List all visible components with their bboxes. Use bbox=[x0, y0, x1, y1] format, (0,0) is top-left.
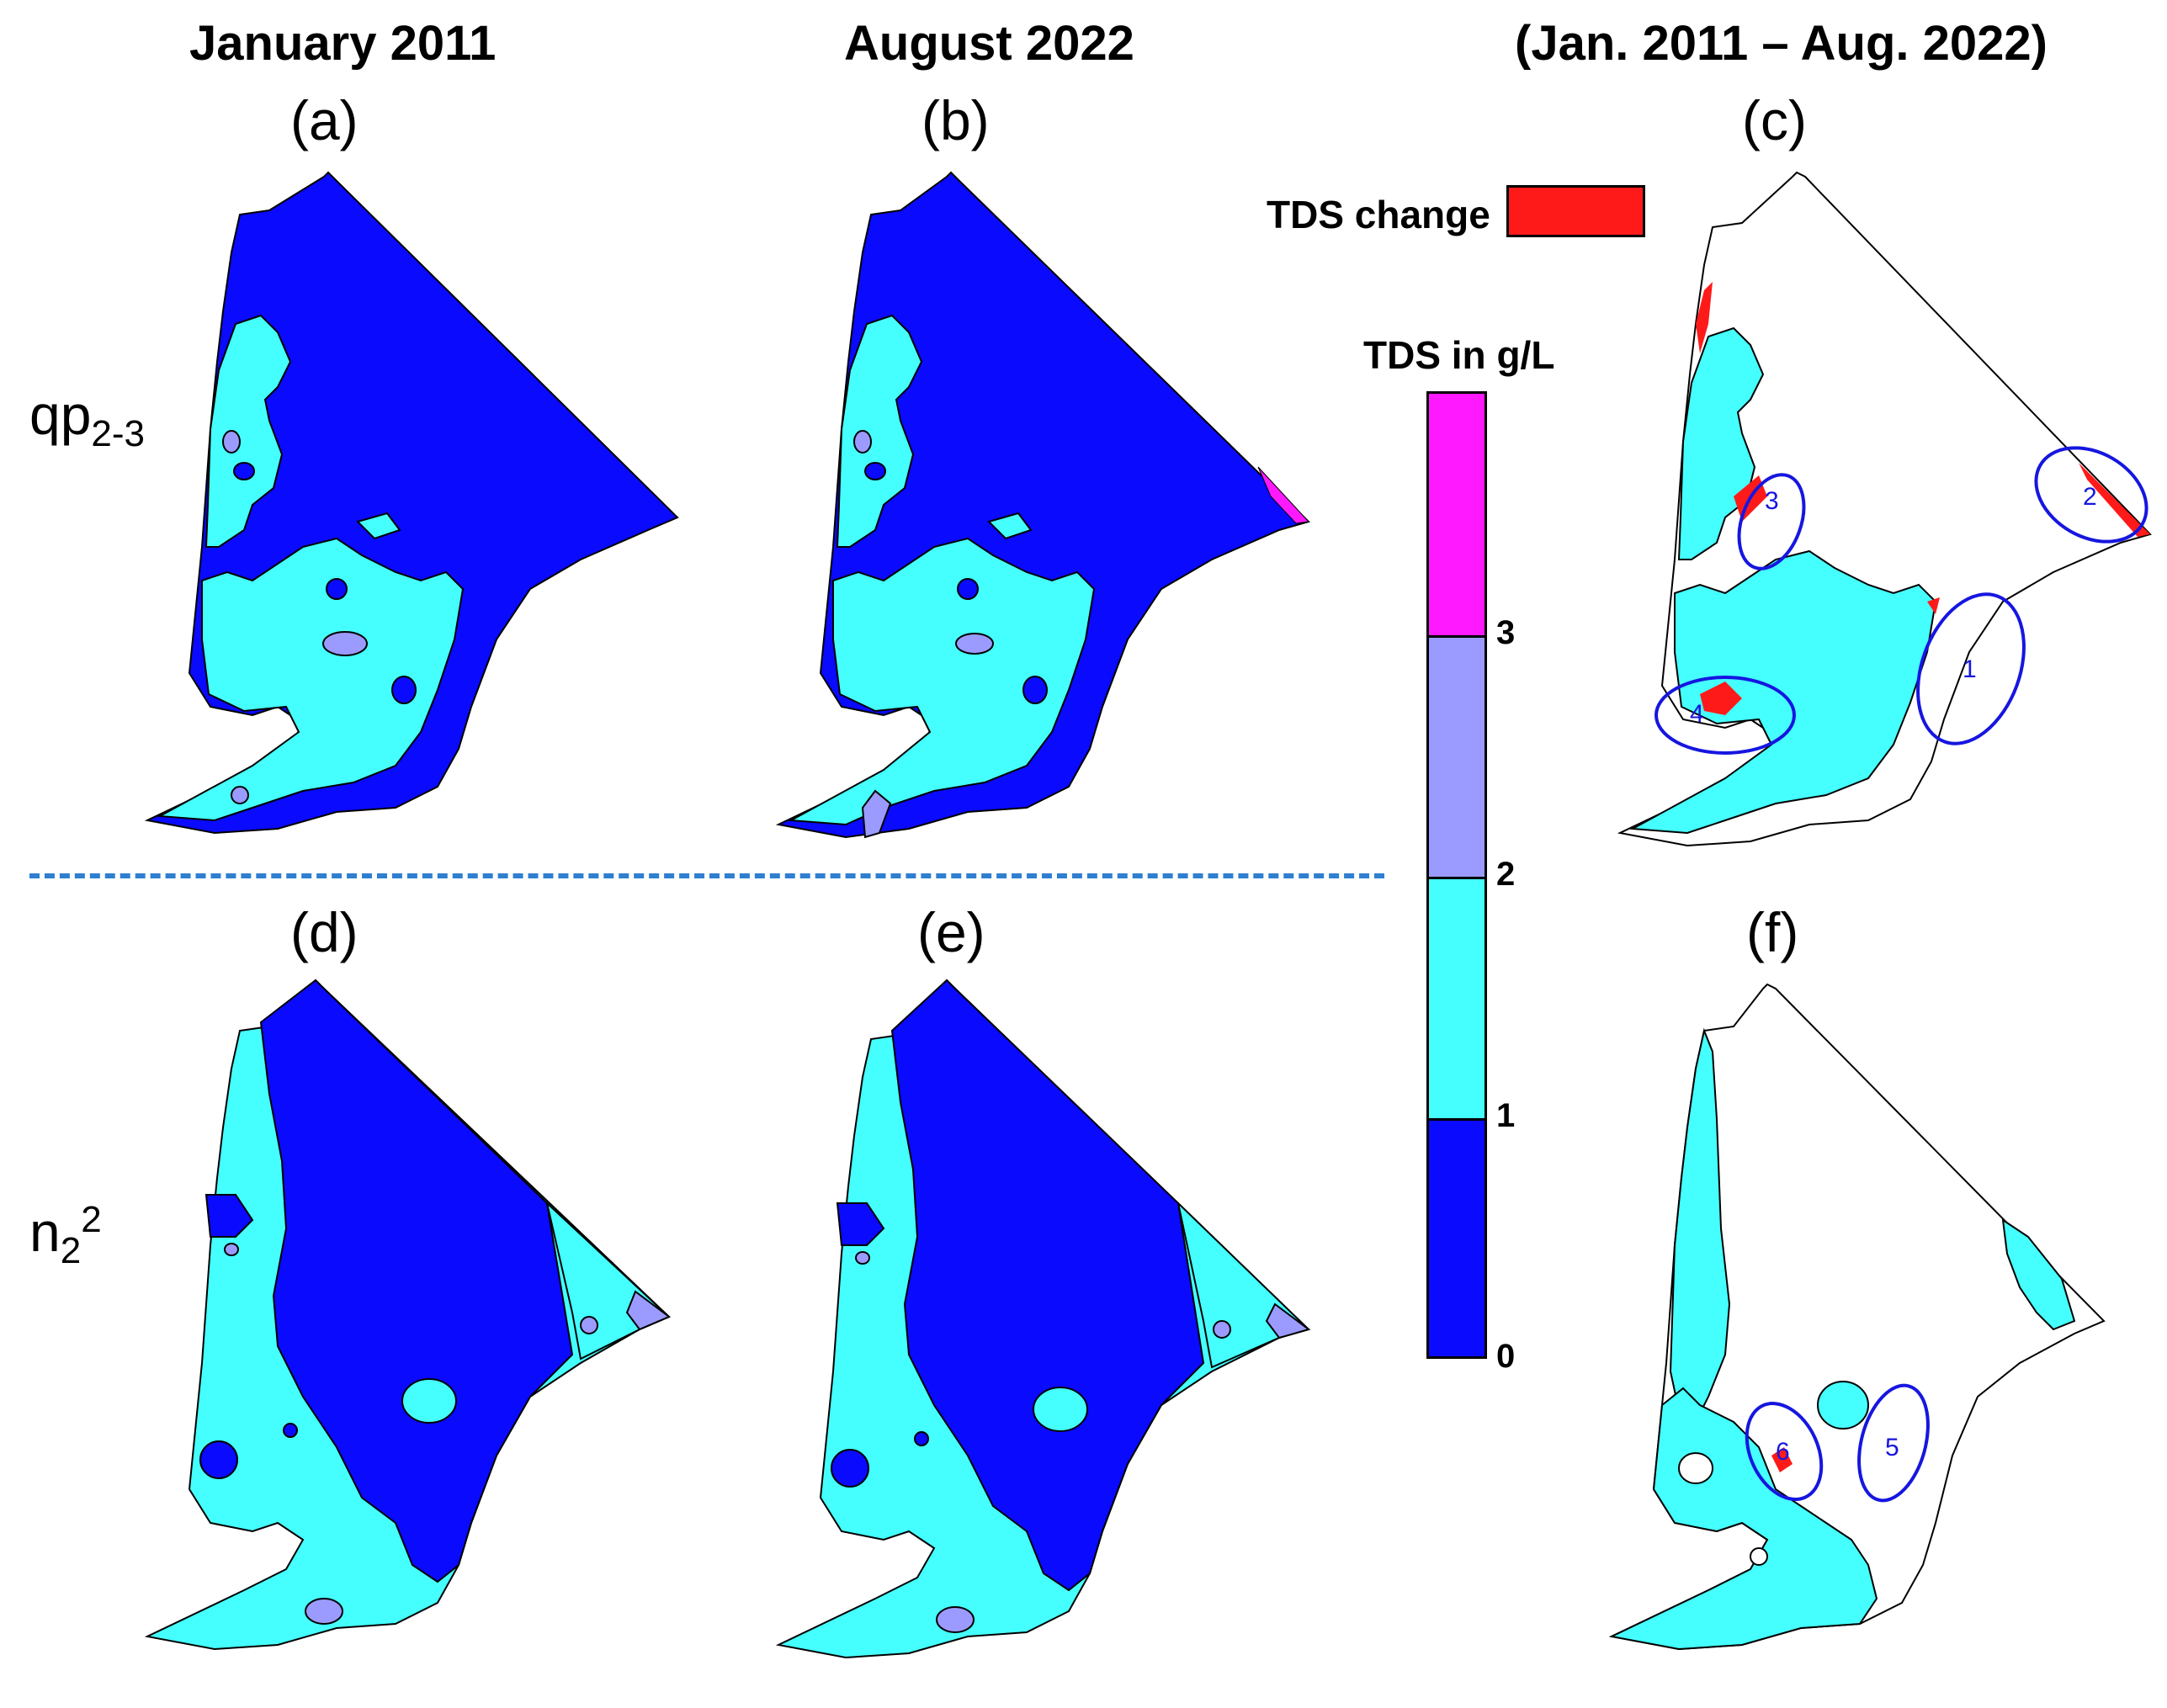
map-b-high-1 bbox=[853, 430, 872, 454]
map-d-island bbox=[401, 1378, 457, 1424]
map-a-hole-1 bbox=[233, 462, 255, 480]
map-d-hole-2 bbox=[283, 1423, 298, 1438]
map-e-high-1 bbox=[855, 1251, 870, 1265]
map-f-n-change: 5 6 bbox=[1608, 983, 2106, 1651]
map-c-ellipse-label-1: 1 bbox=[1963, 655, 1977, 683]
colorbar-tick-0: 0 bbox=[1496, 1338, 1516, 1375]
map-b-hole-2 bbox=[1022, 676, 1048, 704]
map-f-zone-south bbox=[1608, 1387, 1878, 1651]
map-e-zone-low bbox=[890, 979, 1205, 1592]
tds-change-label: TDS change bbox=[1267, 193, 1490, 236]
map-d-hole-west bbox=[204, 1194, 254, 1238]
map-f-hole-2 bbox=[1750, 1547, 1768, 1566]
map-d-n-jan-2011 bbox=[144, 979, 671, 1651]
map-c-ellipse-1 bbox=[1916, 592, 2026, 745]
panel-label-f: (f) bbox=[1746, 901, 1799, 963]
map-b-zone-east-spot bbox=[987, 512, 1033, 540]
tds-colorbar bbox=[1426, 391, 1487, 1359]
column-title-aug-2022: August 2022 bbox=[844, 16, 1134, 71]
map-c-change-northeast-2 bbox=[2079, 463, 2150, 537]
map-c-change-east-1 bbox=[1927, 597, 1940, 614]
colorbar-class-3-plus bbox=[1429, 394, 1485, 635]
map-f-ellipse-5 bbox=[1857, 1383, 1930, 1503]
map-c-qp-change: 1 2 3 4 bbox=[1617, 171, 2152, 847]
map-a-zone-west bbox=[204, 314, 292, 548]
row-label-qp-sub: 2-3 bbox=[91, 413, 146, 455]
map-d-high-1 bbox=[224, 1243, 239, 1256]
map-a-zone-east-spot bbox=[356, 512, 401, 540]
colorbar-class-1-2 bbox=[1429, 877, 1485, 1118]
map-a-zone-south bbox=[157, 537, 465, 822]
map-f-ellipse-label-5: 5 bbox=[1885, 1434, 1899, 1461]
map-c-zone-south bbox=[1629, 549, 1937, 835]
tds-change-swatch bbox=[1506, 185, 1645, 237]
map-a-hole-3 bbox=[326, 578, 348, 600]
panel-label-a: (a) bbox=[290, 89, 359, 151]
map-b-hole-1 bbox=[864, 462, 886, 480]
map-b-qp-aug-2022 bbox=[775, 171, 1310, 839]
map-e-high-east-2 bbox=[1213, 1320, 1231, 1339]
row-label-qp: qp2-3 bbox=[29, 383, 145, 455]
map-b-hole-3 bbox=[957, 578, 979, 600]
map-e-island bbox=[1033, 1387, 1088, 1432]
map-c-ellipse-label-2: 2 bbox=[2083, 483, 2097, 511]
map-a-high-2 bbox=[322, 631, 368, 656]
row-label-n-sup: 2 bbox=[81, 1199, 102, 1240]
map-c-ellipse-2 bbox=[2034, 446, 2148, 544]
map-f-ellipse-label-6: 6 bbox=[1776, 1438, 1790, 1466]
map-b-high-2 bbox=[955, 633, 994, 655]
column-title-jan-2011: January 2011 bbox=[189, 16, 497, 71]
colorbar-tick-3: 3 bbox=[1496, 614, 1516, 651]
map-d-zone-low bbox=[259, 979, 574, 1583]
map-f-ellipse-6 bbox=[1745, 1402, 1824, 1501]
map-d-hole-1 bbox=[199, 1440, 238, 1479]
colorbar-tick-2: 2 bbox=[1496, 856, 1516, 893]
row-label-n: n22 bbox=[29, 1199, 102, 1272]
map-b-high-3 bbox=[861, 789, 892, 839]
map-e-high-east bbox=[1265, 1302, 1311, 1339]
map-e-n-aug-2022 bbox=[775, 979, 1311, 1659]
map-c-ellipse-3 bbox=[1737, 473, 1806, 570]
colorbar-class-0-1 bbox=[1429, 1118, 1485, 1356]
panel-label-e: (e) bbox=[917, 901, 985, 963]
panel-label-c: (c) bbox=[1742, 89, 1807, 151]
colorbar-tick-1: 1 bbox=[1496, 1097, 1516, 1134]
map-f-hole-1 bbox=[1678, 1452, 1713, 1484]
map-f-zone-east bbox=[2001, 1217, 2076, 1331]
colorbar-class-2-3 bbox=[1429, 635, 1485, 877]
map-c-ellipse-label-3: 3 bbox=[1765, 487, 1779, 515]
map-f-island bbox=[1817, 1381, 1869, 1430]
map-d-high-east-2 bbox=[580, 1316, 598, 1334]
map-b-magenta-edge bbox=[1257, 466, 1310, 524]
map-a-qp-jan-2011 bbox=[144, 171, 679, 835]
map-e-high-2 bbox=[936, 1606, 975, 1633]
map-e-hole-west bbox=[836, 1202, 885, 1246]
map-a-hole-2 bbox=[391, 676, 417, 704]
map-b-zone-south bbox=[788, 537, 1096, 826]
row-label-qp-base: qp bbox=[29, 384, 92, 446]
row-label-n-sub: 2 bbox=[60, 1230, 82, 1272]
map-e-hole-1 bbox=[831, 1449, 869, 1488]
map-f-change-6 bbox=[1771, 1447, 1793, 1472]
map-d-high-east bbox=[625, 1290, 671, 1331]
row-divider bbox=[29, 873, 1384, 878]
map-b-zone-west bbox=[836, 314, 923, 548]
panel-label-d: (d) bbox=[290, 901, 359, 963]
colorbar-title: TDS in g/L bbox=[1363, 333, 1555, 377]
column-title-change: (Jan. 2011 – Aug. 2022) bbox=[1515, 16, 2047, 71]
map-c-change-north bbox=[1696, 282, 1713, 353]
map-c-ellipse-4 bbox=[1654, 676, 1796, 755]
map-e-hole-2 bbox=[914, 1431, 929, 1446]
row-label-n-base: n bbox=[29, 1201, 61, 1263]
map-c-ellipse-label-4: 4 bbox=[1690, 700, 1704, 728]
map-c-change-south-4 bbox=[1700, 682, 1742, 715]
map-a-high-1 bbox=[222, 430, 241, 454]
map-a-high-3 bbox=[231, 786, 249, 804]
panel-label-b: (b) bbox=[922, 89, 990, 151]
map-d-high-2 bbox=[305, 1598, 343, 1625]
